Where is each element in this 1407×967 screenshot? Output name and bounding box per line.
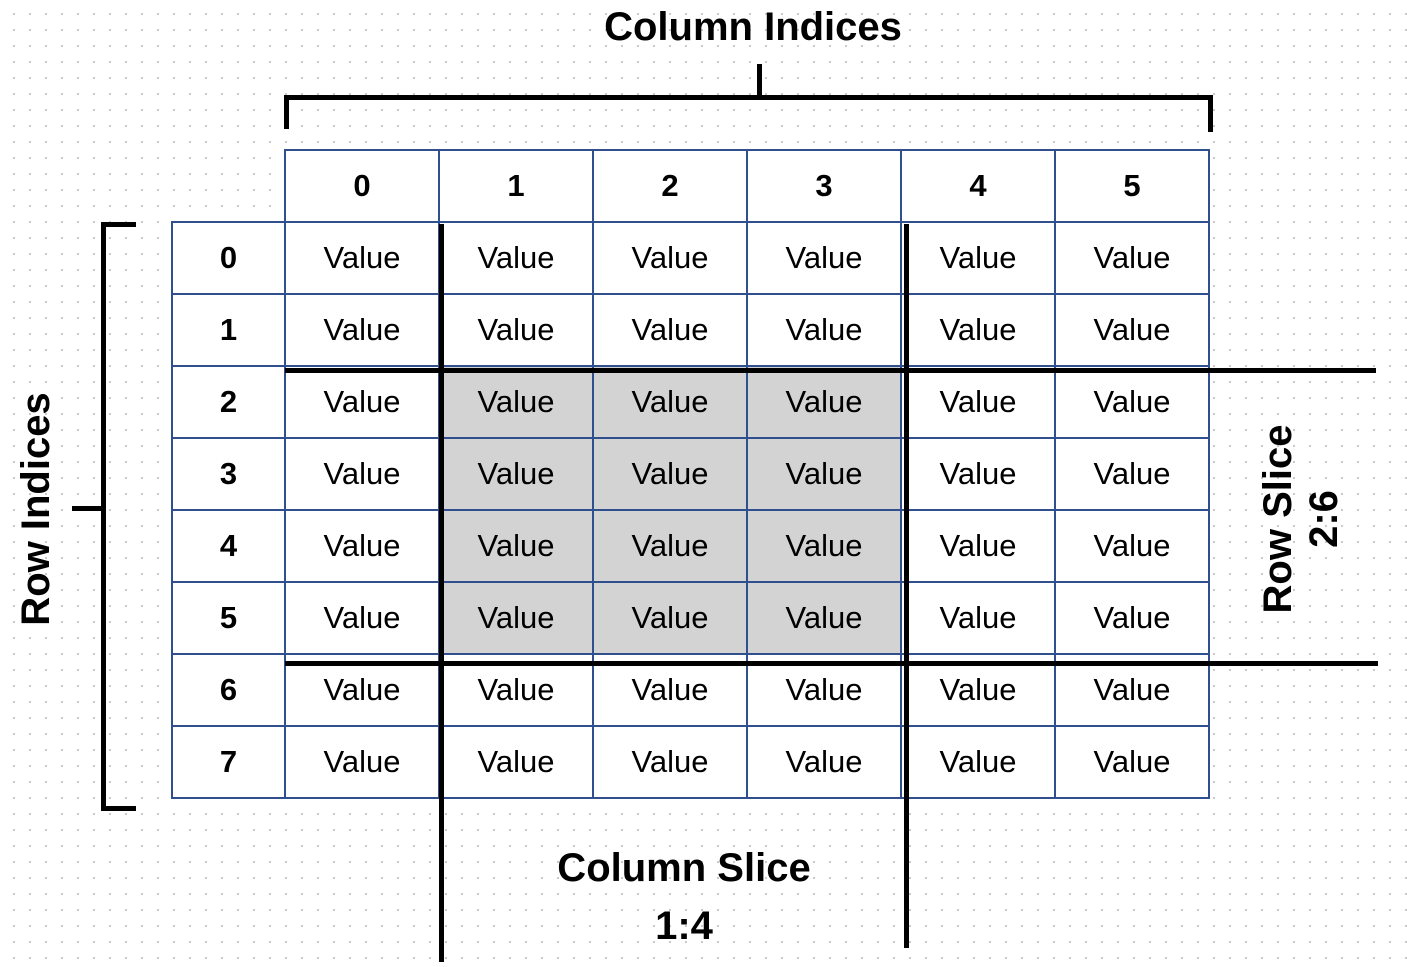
row-slice-range: 2:6 — [1302, 490, 1346, 548]
row-slice-label-group: Row Slice 2:6 — [1255, 425, 1347, 614]
column-indices-bracket-center-tick — [757, 64, 762, 97]
selected-cell: Value — [592, 581, 748, 655]
table-cell: Value — [900, 437, 1056, 511]
table-cell: Value — [900, 293, 1056, 367]
column-indices-bracket-bar — [284, 95, 1213, 100]
table-cell: Value — [592, 293, 748, 367]
table-cell: Value — [1054, 725, 1210, 799]
table-row: 1 Value Value Value Value Value Value — [171, 293, 1210, 367]
table-cell: Value — [746, 725, 902, 799]
selected-cell: Value — [438, 581, 594, 655]
selected-cell: Value — [592, 365, 748, 439]
row-indices-bracket-bar — [101, 222, 106, 811]
table-cell: Value — [592, 221, 748, 295]
table-row: 2 Value Value Value Value Value Value — [171, 365, 1210, 439]
table-cell: Value — [438, 221, 594, 295]
table-row: 5 Value Value Value Value Value Value — [171, 581, 1210, 655]
row-header-6: 6 — [171, 653, 286, 727]
row-header-7: 7 — [171, 725, 286, 799]
table-cell: Value — [746, 293, 902, 367]
selected-cell: Value — [438, 437, 594, 511]
table-cell: Value — [900, 509, 1056, 583]
selected-cell: Value — [438, 509, 594, 583]
table-cell: Value — [900, 581, 1056, 655]
row-header-2: 2 — [171, 365, 286, 439]
table-cell: Value — [284, 437, 440, 511]
table-row: 0 Value Value Value Value Value Value — [171, 221, 1210, 295]
column-slice-range: 1:4 — [655, 904, 713, 948]
selected-cell: Value — [592, 437, 748, 511]
table-cell: Value — [900, 725, 1056, 799]
selected-cell: Value — [746, 437, 902, 511]
row-indices-title: Row Indices — [14, 392, 58, 626]
row-indices-bracket-top-tick — [101, 222, 136, 227]
selected-cell: Value — [746, 365, 902, 439]
selected-cell: Value — [592, 509, 748, 583]
table-cell: Value — [900, 365, 1056, 439]
column-header-0: 0 — [284, 149, 440, 223]
table-cell: Value — [438, 725, 594, 799]
table-cell: Value — [284, 725, 440, 799]
column-slice-start-line — [439, 224, 444, 962]
row-header-0: 0 — [171, 221, 286, 295]
selected-cell: Value — [746, 581, 902, 655]
table-cell: Value — [284, 221, 440, 295]
row-header-4: 4 — [171, 509, 286, 583]
table-cell: Value — [438, 293, 594, 367]
table-cell: Value — [900, 221, 1056, 295]
table-cell: Value — [1054, 509, 1210, 583]
grid-corner — [172, 150, 285, 222]
index-grid: 0 1 2 3 4 5 0 Value Value Value Value Value Value 1 Va… — [171, 149, 1210, 799]
table-cell: Value — [284, 581, 440, 655]
table-cell: Value — [1054, 581, 1210, 655]
table-cell: Value — [592, 653, 748, 727]
row-header-3: 3 — [171, 437, 286, 511]
selected-cell: Value — [438, 365, 594, 439]
column-indices-title: Column Indices — [604, 5, 902, 49]
column-slice-stop-line — [904, 224, 909, 948]
table-cell: Value — [284, 365, 440, 439]
table-cell: Value — [1054, 221, 1210, 295]
column-header-4: 4 — [900, 149, 1056, 223]
column-header-5: 5 — [1054, 149, 1210, 223]
table-cell: Value — [592, 725, 748, 799]
column-header-3: 3 — [746, 149, 902, 223]
row-slice-start-line — [285, 368, 1376, 373]
row-indices-bracket-bottom-tick — [101, 806, 136, 811]
table-cell: Value — [1054, 293, 1210, 367]
table-row: 4 Value Value Value Value Value Value — [171, 509, 1210, 583]
column-header-2: 2 — [592, 149, 748, 223]
row-header-5: 5 — [171, 581, 286, 655]
column-indices-bracket-right-tick — [1208, 95, 1213, 132]
selected-cell: Value — [746, 509, 902, 583]
table-row: 3 Value Value Value Value Value Value — [171, 437, 1210, 511]
row-slice-label: Row Slice — [1256, 424, 1300, 614]
row-header-1: 1 — [171, 293, 286, 367]
column-header-1: 1 — [438, 149, 594, 223]
column-slice-label: Column Slice — [557, 846, 811, 890]
table-row: 7 Value Value Value Value Value Value — [171, 725, 1210, 799]
table-cell: Value — [284, 509, 440, 583]
table-cell: Value — [284, 293, 440, 367]
table-cell: Value — [1054, 365, 1210, 439]
table-cell: Value — [1054, 437, 1210, 511]
row-indices-bracket-center-tick — [72, 506, 103, 511]
table-cell: Value — [746, 221, 902, 295]
column-indices-bracket-left-tick — [284, 95, 289, 129]
row-slice-stop-line — [285, 661, 1378, 666]
